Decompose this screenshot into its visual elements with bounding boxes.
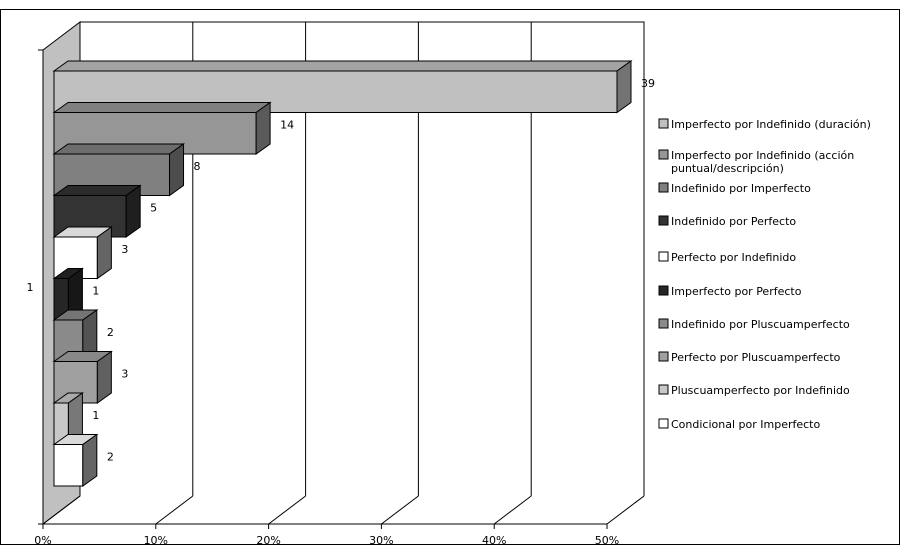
bar-top-face bbox=[52, 185, 142, 196]
bar bbox=[52, 267, 84, 321]
category-label: 1 bbox=[27, 281, 34, 294]
floor-gridline bbox=[155, 495, 194, 525]
x-tick-label: 40% bbox=[482, 534, 506, 547]
legend-label: Indefinido por Perfecto bbox=[671, 215, 796, 228]
x-tick-label: 0% bbox=[34, 534, 51, 547]
data-label: 2 bbox=[107, 451, 114, 464]
legend-item: Perfecto por Pluscuamperfecto bbox=[658, 351, 841, 364]
floor-gridline bbox=[42, 495, 81, 525]
bar bbox=[52, 392, 84, 446]
data-labels: 39 14 8 5 3 1 2 3 1 2 bbox=[92, 77, 655, 464]
legend-swatch bbox=[658, 418, 669, 429]
legend-swatch bbox=[658, 251, 669, 262]
legend-label: Imperfecto por Perfecto bbox=[671, 285, 802, 298]
legend-swatch bbox=[658, 351, 669, 362]
data-label: 2 bbox=[107, 326, 114, 339]
legend-item: Perfecto por Indefinido bbox=[658, 251, 796, 264]
legend-swatch bbox=[658, 285, 669, 296]
legend-item: Imperfecto por Indefinido (acción puntual… bbox=[658, 149, 854, 175]
bar bbox=[52, 309, 99, 363]
legend-swatch bbox=[658, 149, 669, 160]
legend-item: Condicional por Imperfecto bbox=[658, 418, 820, 431]
bar bbox=[52, 433, 99, 487]
bar-side-face bbox=[96, 350, 112, 404]
bar-side-face bbox=[255, 101, 271, 155]
legend-item: Pluscuamperfecto por Indefinido bbox=[658, 384, 850, 397]
bars bbox=[52, 60, 633, 487]
bar-top-face bbox=[52, 102, 272, 113]
legend-label: Indefinido por Imperfecto bbox=[671, 182, 811, 195]
floor-gridline bbox=[493, 495, 532, 525]
data-label: 14 bbox=[280, 119, 294, 132]
data-label: 1 bbox=[92, 285, 99, 298]
data-label: 3 bbox=[121, 368, 128, 381]
x-tick-label: 10% bbox=[144, 534, 168, 547]
data-label: 5 bbox=[150, 202, 157, 215]
legend-swatch bbox=[658, 118, 669, 129]
x-tick-label: 30% bbox=[369, 534, 393, 547]
bar-front-face bbox=[53, 444, 84, 487]
x-tick-label: 50% bbox=[595, 534, 619, 547]
legend-item: Indefinido por Imperfecto bbox=[658, 182, 811, 195]
legend-label: Imperfecto por Indefinido (duración) bbox=[671, 118, 871, 131]
bar-side-face bbox=[96, 226, 112, 280]
legend-item: Indefinido por Perfecto bbox=[658, 215, 796, 228]
legend-item: Indefinido por Pluscuamperfecto bbox=[658, 318, 850, 331]
floor-gridline bbox=[381, 495, 419, 525]
legend-label: Perfecto por Pluscuamperfecto bbox=[671, 351, 841, 364]
data-label: 1 bbox=[92, 409, 99, 422]
floor-gridline bbox=[268, 495, 306, 525]
legend-item: Imperfecto por Perfecto bbox=[658, 285, 802, 298]
legend-swatch bbox=[658, 384, 669, 395]
legend-label: Indefinido por Pluscuamperfecto bbox=[671, 318, 850, 331]
bar-side-face bbox=[125, 184, 141, 238]
legend-swatch bbox=[658, 182, 669, 193]
legend-swatch bbox=[658, 318, 669, 329]
axes: 0% 10% 20% 30% 40% 50% 1 bbox=[27, 49, 619, 547]
legend: Imperfecto por Indefinido (duración) Impe… bbox=[658, 118, 871, 431]
bar-side-face bbox=[616, 60, 632, 114]
bar-top-face bbox=[52, 60, 633, 72]
x-tick-label: 20% bbox=[256, 534, 280, 547]
data-label: 39 bbox=[641, 77, 655, 90]
legend-item: Imperfecto por Indefinido (duración) bbox=[658, 118, 871, 131]
bar-side-face bbox=[169, 143, 185, 197]
floor-gridline bbox=[606, 495, 645, 525]
data-label: 8 bbox=[194, 160, 201, 173]
legend-swatch bbox=[658, 215, 669, 226]
legend-label: Imperfecto por Indefinido (acción puntual… bbox=[671, 149, 854, 175]
bar-top-face bbox=[52, 143, 186, 155]
legend-label: Pluscuamperfecto por Indefinido bbox=[671, 384, 850, 397]
bar-side-face bbox=[82, 433, 98, 487]
legend-label-line: Imperfecto por Indefinido (acción bbox=[671, 149, 854, 162]
legend-label-line: puntual/descripción) bbox=[671, 162, 784, 175]
bar bbox=[52, 350, 113, 404]
legend-label: Perfecto por Indefinido bbox=[671, 251, 796, 264]
data-label: 3 bbox=[121, 243, 128, 256]
legend-label: Condicional por Imperfecto bbox=[671, 418, 820, 431]
